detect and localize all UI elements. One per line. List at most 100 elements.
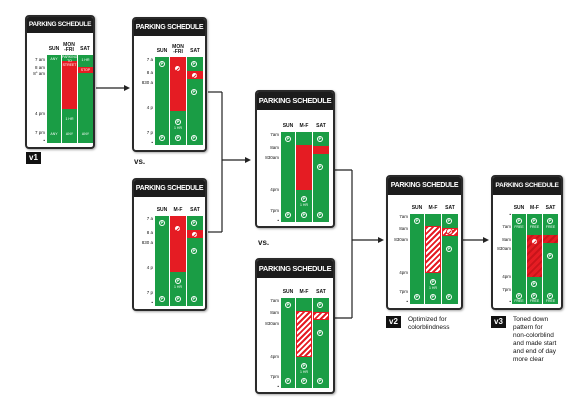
time-label: 8° am <box>33 71 45 76</box>
parking-pin-icon: P <box>430 294 436 300</box>
time-label: • <box>43 138 45 143</box>
block-mf-top <box>296 132 312 145</box>
block-mf-noparking-hatched <box>296 311 312 357</box>
arrow-icon <box>378 237 384 243</box>
time-label: 7pm <box>399 289 408 294</box>
col-header-mf: M-F <box>173 207 183 213</box>
sign-title: PARKING SCHEDULE <box>493 177 561 195</box>
block-mf-bottom <box>296 190 312 222</box>
parking-pin-icon: P <box>191 61 197 67</box>
col-header-sun: SUN <box>48 46 60 52</box>
block-sun <box>155 57 169 145</box>
parking-pin-icon: P <box>531 293 537 299</box>
parking-pin-icon: P <box>446 218 452 224</box>
version-label-v2: v2 <box>386 316 401 328</box>
time-label: 7am <box>270 132 279 137</box>
block-sun <box>155 216 169 306</box>
block-sat-bottom <box>78 73 93 143</box>
no-parking-icon <box>191 231 198 238</box>
time-label: • <box>277 218 279 223</box>
sign-title: PARKING SCHEDULE <box>134 180 205 197</box>
parking-pin-icon: P <box>191 296 197 302</box>
caption-v3: Toned down pattern for non-colorblind an… <box>513 316 557 363</box>
sign-v2-alt-a: PARKING SCHEDULE SUN M-F SAT 7am 8am 830… <box>255 90 335 228</box>
time-label: 7am <box>270 298 279 303</box>
time-label: 7 am <box>34 57 45 62</box>
parking-pin-icon: P <box>414 294 420 300</box>
time-label: 4pm <box>399 270 408 275</box>
time-label: 7am <box>399 214 408 219</box>
parking-pin-icon: P <box>317 302 323 308</box>
col-header-sat: SAT <box>316 289 326 295</box>
col-header-sat: SAT <box>545 205 556 211</box>
parking-pin-icon: P <box>175 135 181 141</box>
pin-label: FREE <box>529 225 540 229</box>
col-header-sat: SAT <box>190 207 200 213</box>
col-header-sun: SUN <box>513 205 525 211</box>
no-parking-icon <box>174 225 181 232</box>
block-mf-bottom <box>527 277 542 304</box>
col-header-mf: M-F <box>530 205 539 211</box>
parking-pin-icon: P <box>285 378 291 384</box>
parking-pin-icon: P <box>175 296 181 302</box>
pin-label: FREE <box>514 299 524 303</box>
block-sat-stop-hatched <box>313 312 329 320</box>
arrow-icon <box>483 237 489 243</box>
time-label: 8 a <box>146 230 153 235</box>
parking-pin-icon: P <box>191 89 197 95</box>
parking-pin-icon: P <box>175 278 181 284</box>
time-label: 8am <box>502 237 511 242</box>
parking-pin-icon: P <box>159 220 165 226</box>
pin-label: FREE <box>545 225 556 229</box>
block-mf-bottom <box>170 111 186 145</box>
time-label: 4 pm <box>34 111 45 116</box>
col-header-sun: SUN <box>411 205 423 211</box>
arrow-icon <box>245 157 251 163</box>
sign-title: PARKING SCHEDULE <box>388 177 461 195</box>
arrow-icon <box>124 85 130 91</box>
time-label: 4 p <box>146 265 153 270</box>
vs-label: vs. <box>134 157 146 166</box>
block-sat-bottom <box>442 236 458 304</box>
block-sat-top <box>78 55 93 67</box>
time-label: • <box>277 384 279 389</box>
block-sun <box>47 55 61 143</box>
col-header-mon-fri: MON -FRI <box>63 42 75 53</box>
block-mf-top <box>62 55 77 61</box>
parking-pin-icon: P <box>547 293 553 299</box>
block-sun <box>410 214 424 304</box>
cell-text: 1 HR <box>65 117 74 121</box>
time-label: 830am <box>265 321 279 326</box>
cell-text: PARKING TO STREET <box>62 55 78 67</box>
time-label: 4 p <box>146 105 153 110</box>
time-label: 8am <box>270 310 279 315</box>
pin-label: 1 HR <box>300 370 308 374</box>
col-header-mf: M-F <box>299 123 309 129</box>
block-mf-bottom <box>170 272 186 306</box>
col-header-sun: SUN <box>282 123 294 129</box>
sign-title: PARKING SCHEDULE <box>257 260 333 278</box>
pin-label: FREE <box>529 299 540 303</box>
cell-text: STOP <box>80 68 91 72</box>
parking-pin-icon: P <box>285 302 291 308</box>
pin-label: 1 HR <box>174 126 182 130</box>
time-label: 830am <box>497 246 511 251</box>
parking-pin-icon: P <box>531 218 537 224</box>
block-sat-bottom <box>313 154 329 222</box>
sign-v2: PARKING SCHEDULE SUN M-F SAT 7am 8am 830… <box>386 175 463 310</box>
parking-pin-icon: P <box>191 248 197 254</box>
version-label-v3: v3 <box>491 316 506 328</box>
pin-label: FREE <box>514 225 524 229</box>
parking-pin-icon: P <box>159 135 165 141</box>
col-header-sun: SUN <box>282 289 294 295</box>
parking-pin-icon: P <box>317 212 323 218</box>
parking-pin-icon: P <box>547 253 553 259</box>
parking-pin-icon: P <box>317 378 323 384</box>
parking-pin-icon: P <box>547 218 553 224</box>
sign-alt-a: PARKING SCHEDULE SUN MON -FRI SAT 7 a 8 … <box>132 17 207 152</box>
block-sat-bottom <box>543 243 558 304</box>
cell-text: 1 HR <box>81 58 90 62</box>
sign-v3: PARKING SCHEDULE SUN M-F SAT • 7am 8am 8… <box>491 175 563 310</box>
parking-pin-icon: P <box>317 330 323 336</box>
